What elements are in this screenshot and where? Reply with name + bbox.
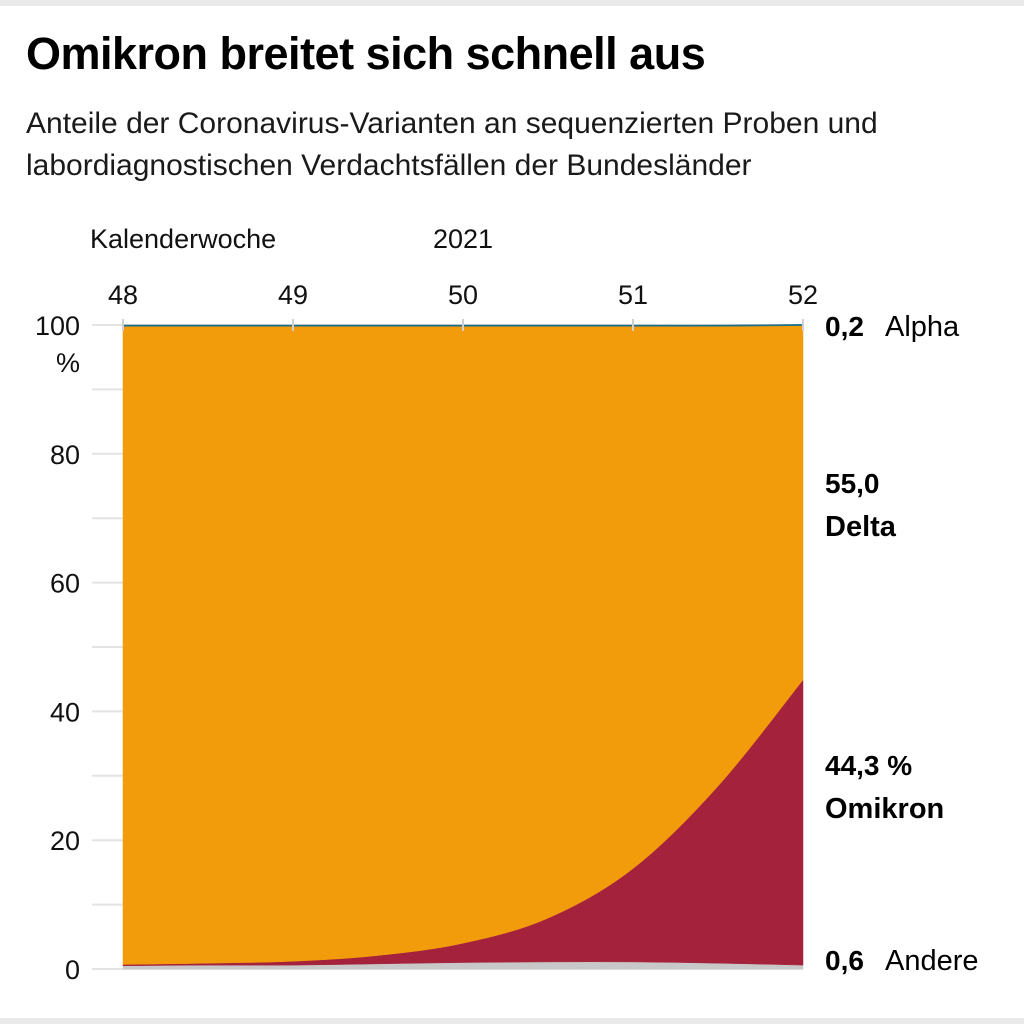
x-tick-label-52: 52 bbox=[788, 280, 818, 310]
x-tick-label-50: 50 bbox=[448, 280, 478, 310]
x-axis-title: Kalenderwoche bbox=[90, 224, 276, 254]
chart-title: Omikron breitet sich schnell aus bbox=[26, 28, 706, 79]
end-name-andere: Andere bbox=[885, 945, 979, 977]
year-label: 2021 bbox=[433, 224, 493, 254]
end-value-alpha: 0,2 bbox=[825, 311, 864, 342]
x-tick-label-48: 48 bbox=[108, 280, 138, 310]
y-axis: % 0 20 40 60 80 100 bbox=[35, 311, 80, 985]
y-tick-label-60: 60 bbox=[50, 569, 80, 599]
end-name-omikron: Omikron bbox=[825, 793, 944, 825]
end-name-alpha: Alpha bbox=[885, 311, 960, 343]
y-tick-label-100: 100 bbox=[35, 311, 80, 341]
y-tick-label-80: 80 bbox=[50, 440, 80, 470]
series-areas bbox=[122, 324, 804, 970]
end-value-delta: 55,0 bbox=[825, 468, 880, 499]
y-tick-label-40: 40 bbox=[50, 697, 80, 727]
end-value-omikron: 44,3 % bbox=[825, 750, 912, 781]
subtitle-line-1: Anteile der Coronavirus-Varianten an seq… bbox=[26, 107, 878, 140]
y-tick-label-20: 20 bbox=[50, 826, 80, 856]
end-labels: 0,2 Alpha 55,0 Delta 44,3 % Omikron 0,6 Andere bbox=[825, 311, 979, 977]
x-tick-label-51: 51 bbox=[618, 280, 648, 310]
x-tick-label-49: 49 bbox=[278, 280, 308, 310]
chart-subtitle: Anteile der Coronavirus-Varianten an seq… bbox=[26, 103, 1006, 187]
y-unit-label: % bbox=[56, 348, 80, 378]
end-value-andere: 0,6 bbox=[825, 945, 864, 976]
end-name-delta: Delta bbox=[825, 511, 897, 543]
y-tick-label-0: 0 bbox=[65, 955, 80, 985]
subtitle-line-2: labordiagnostischen Verdachtsfällen der … bbox=[26, 149, 752, 182]
x-axis: Kalenderwoche 2021 48 49 50 51 52 bbox=[90, 224, 818, 331]
